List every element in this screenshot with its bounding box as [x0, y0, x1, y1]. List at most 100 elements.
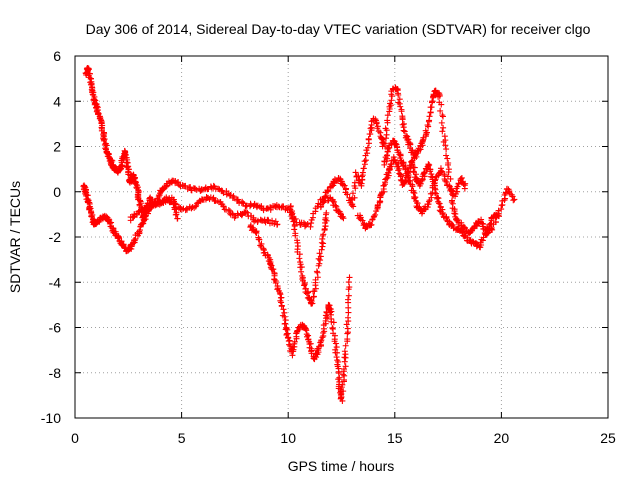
- data-point-marker: [442, 142, 449, 149]
- data-point-marker: [359, 217, 366, 224]
- data-point-marker: [439, 112, 446, 119]
- data-point-marker: [444, 155, 451, 162]
- data-point-marker: [364, 150, 371, 157]
- data-point-marker: [495, 212, 502, 219]
- data-point-marker: [443, 146, 450, 153]
- data-point-marker: [333, 344, 340, 351]
- data-point-marker: [459, 229, 466, 236]
- data-point-marker: [225, 207, 232, 214]
- series-track-h: [381, 137, 469, 217]
- data-point-marker: [413, 171, 420, 178]
- data-point-marker: [324, 187, 331, 194]
- data-point-marker: [510, 197, 517, 204]
- data-point-marker: [297, 264, 304, 271]
- data-point-marker: [344, 336, 351, 343]
- data-point-marker: [425, 162, 432, 169]
- data-point-marker: [438, 101, 445, 108]
- data-point-marker: [171, 200, 178, 207]
- data-point-marker: [296, 255, 303, 262]
- data-point-marker: [320, 240, 327, 247]
- data-point-marker: [443, 178, 450, 185]
- data-point-marker: [242, 208, 249, 215]
- data-point-marker: [281, 313, 288, 320]
- data-point-marker: [436, 200, 443, 207]
- data-point-marker: [429, 189, 436, 196]
- data-point-marker: [383, 152, 390, 159]
- data-point-marker: [291, 338, 298, 345]
- data-point-marker: [307, 223, 314, 230]
- data-point-marker: [381, 140, 388, 147]
- data-point-marker: [384, 112, 391, 119]
- x-tick-label: 25: [600, 430, 616, 446]
- data-point-marker: [335, 376, 342, 383]
- data-point-marker: [437, 165, 444, 172]
- series-track-a: [82, 64, 181, 222]
- data-point-marker: [411, 164, 418, 171]
- data-point-marker: [422, 127, 429, 134]
- data-point-marker: [133, 211, 140, 218]
- series-track-d: [247, 222, 353, 404]
- data-point-marker: [321, 225, 328, 232]
- data-point-marker: [409, 161, 416, 168]
- data-point-marker: [130, 213, 137, 220]
- data-point-marker: [367, 131, 374, 138]
- data-point-marker: [426, 113, 433, 120]
- data-point-marker: [399, 116, 406, 123]
- data-point-marker: [344, 314, 351, 321]
- data-point-marker: [332, 202, 339, 209]
- data-point-marker: [344, 296, 351, 303]
- data-point-marker: [274, 221, 281, 228]
- data-point-marker: [301, 282, 308, 289]
- data-point-marker: [498, 206, 505, 213]
- data-point-marker: [162, 183, 169, 190]
- data-point-marker: [287, 203, 294, 210]
- data-point-marker: [332, 349, 339, 356]
- data-point-marker: [280, 306, 287, 313]
- data-point-marker: [454, 188, 461, 195]
- data-point-marker: [350, 203, 357, 210]
- data-point-marker: [398, 108, 405, 115]
- data-point-marker: [392, 140, 399, 147]
- data-point-marker: [482, 229, 489, 236]
- data-point-marker: [443, 214, 450, 221]
- series-track-e: [287, 203, 330, 307]
- data-point-marker: [290, 218, 297, 225]
- data-point-marker: [307, 340, 314, 347]
- data-point-marker: [131, 237, 138, 244]
- data-point-marker: [215, 185, 222, 192]
- data-point-marker: [256, 236, 263, 243]
- y-tick-label: -10: [41, 410, 61, 426]
- data-point-marker: [397, 103, 404, 110]
- data-point-marker: [345, 292, 352, 299]
- data-point-marker: [446, 183, 453, 190]
- data-point-marker: [340, 371, 347, 378]
- data-point-marker: [310, 293, 317, 300]
- data-point-marker: [451, 210, 458, 217]
- y-axis-title: SDTVAR / TECUs: [7, 181, 23, 293]
- y-tick-label: 2: [53, 139, 61, 155]
- data-point-marker: [278, 303, 285, 310]
- data-point-marker: [316, 260, 323, 267]
- data-point-marker: [170, 196, 177, 203]
- data-point-marker: [343, 321, 350, 328]
- data-point-marker: [341, 348, 348, 355]
- x-tick-label: 20: [494, 430, 510, 446]
- data-point-marker: [412, 194, 419, 201]
- plot-frame: [74, 55, 609, 419]
- series-track-f: [317, 84, 518, 238]
- data-point-marker: [318, 336, 325, 343]
- data-point-marker: [383, 135, 390, 142]
- data-point-marker: [253, 230, 260, 237]
- data-point-marker: [445, 169, 452, 176]
- data-point-marker: [318, 246, 325, 253]
- data-point-marker: [438, 119, 445, 126]
- data-point-marker: [332, 340, 339, 347]
- y-tick-label: -6: [49, 320, 62, 336]
- data-point-marker: [286, 341, 293, 348]
- x-tick-label: 0: [71, 430, 79, 446]
- data-point-marker: [341, 354, 348, 361]
- data-point-marker: [344, 325, 351, 332]
- data-point-marker: [319, 334, 326, 341]
- data-point-marker: [291, 226, 298, 233]
- data-point-marker: [384, 146, 391, 153]
